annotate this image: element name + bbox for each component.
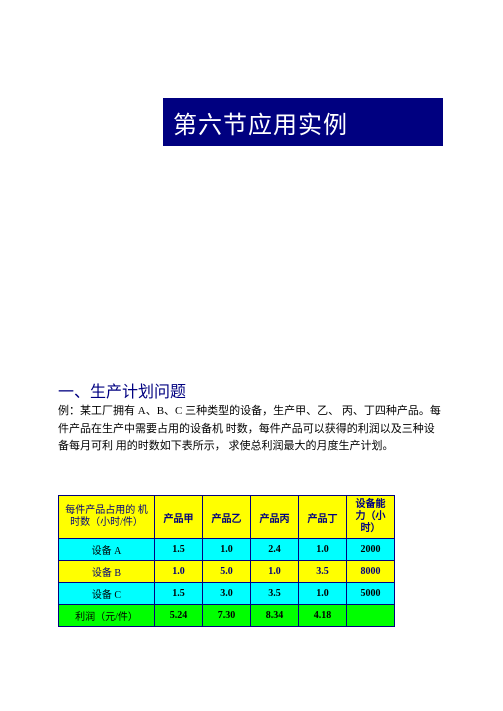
table-cell: 1.0 [155, 561, 203, 583]
table-cell: 3.5 [299, 561, 347, 583]
capacity-cell: 8000 [347, 561, 395, 583]
profit-row: 利润（元/件） 5.24 7.30 8.34 4.18 [59, 605, 395, 627]
profit-cell: 7.30 [203, 605, 251, 627]
col-header: 产品乙 [203, 496, 251, 539]
heading-text: 一、生产计划问题 [58, 384, 186, 401]
section-heading: 一、生产计划问题 [58, 378, 186, 402]
table-cell: 1.0 [203, 539, 251, 561]
profit-cell: 5.24 [155, 605, 203, 627]
table-header-row: 每件产品占用的 机时数（小时/件） 产品甲 产品乙 产品丙 产品丁 设备能力（小… [59, 496, 395, 539]
row-label: 设备 C [59, 583, 155, 605]
row-label: 设备 B [59, 561, 155, 583]
capacity-cell: 5000 [347, 583, 395, 605]
table-cell: 3.5 [251, 583, 299, 605]
table-cell: 1.5 [155, 539, 203, 561]
title-text: 第六节应用实例 [173, 105, 348, 140]
profit-capacity [347, 605, 395, 627]
table-cell: 1.0 [251, 561, 299, 583]
col-header: 产品丙 [251, 496, 299, 539]
production-table: 每件产品占用的 机时数（小时/件） 产品甲 产品乙 产品丙 产品丁 设备能力（小… [58, 495, 395, 627]
capacity-header: 设备能力（小时） [347, 496, 395, 539]
table-cell: 1.0 [299, 583, 347, 605]
body-paragraph: 例：某工厂拥有 A、B、C 三种类型的设备，生产甲、乙、 丙、丁四种产品。每件产… [58, 403, 443, 456]
table-cell: 5.0 [203, 561, 251, 583]
profit-cell: 4.18 [299, 605, 347, 627]
header-left-cell: 每件产品占用的 机时数（小时/件） [59, 496, 155, 539]
col-header: 产品甲 [155, 496, 203, 539]
table-row: 设备 A 1.5 1.0 2.4 1.0 2000 [59, 539, 395, 561]
paragraph-text: 例：某工厂拥有 A、B、C 三种类型的设备，生产甲、乙、 丙、丁四种产品。每件产… [58, 405, 441, 452]
row-label: 设备 A [59, 539, 155, 561]
profit-cell: 8.34 [251, 605, 299, 627]
capacity-cell: 2000 [347, 539, 395, 561]
title-banner: 第六节应用实例 [163, 98, 443, 146]
table-cell: 1.0 [299, 539, 347, 561]
table-cell: 3.0 [203, 583, 251, 605]
table-row: 设备 B 1.0 5.0 1.0 3.5 8000 [59, 561, 395, 583]
table-cell: 1.5 [155, 583, 203, 605]
table-row: 设备 C 1.5 3.0 3.5 1.0 5000 [59, 583, 395, 605]
col-header: 产品丁 [299, 496, 347, 539]
profit-label: 利润（元/件） [59, 605, 155, 627]
table-cell: 2.4 [251, 539, 299, 561]
